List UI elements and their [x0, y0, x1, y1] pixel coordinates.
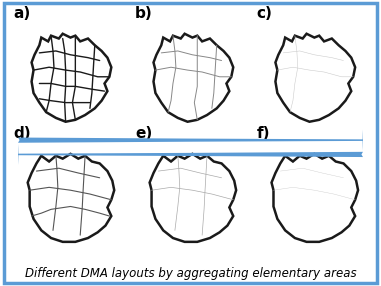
Polygon shape: [32, 34, 111, 122]
Text: f): f): [257, 126, 271, 141]
Text: c): c): [257, 6, 273, 21]
Text: e): e): [135, 126, 152, 141]
Text: Different DMA layouts by aggregating elementary areas: Different DMA layouts by aggregating ele…: [25, 267, 356, 280]
Polygon shape: [275, 34, 355, 122]
Polygon shape: [272, 154, 358, 242]
Text: b): b): [135, 6, 153, 21]
Polygon shape: [154, 34, 233, 122]
Polygon shape: [150, 154, 236, 242]
Polygon shape: [28, 154, 114, 242]
Text: d): d): [13, 126, 30, 141]
Text: a): a): [13, 6, 30, 21]
